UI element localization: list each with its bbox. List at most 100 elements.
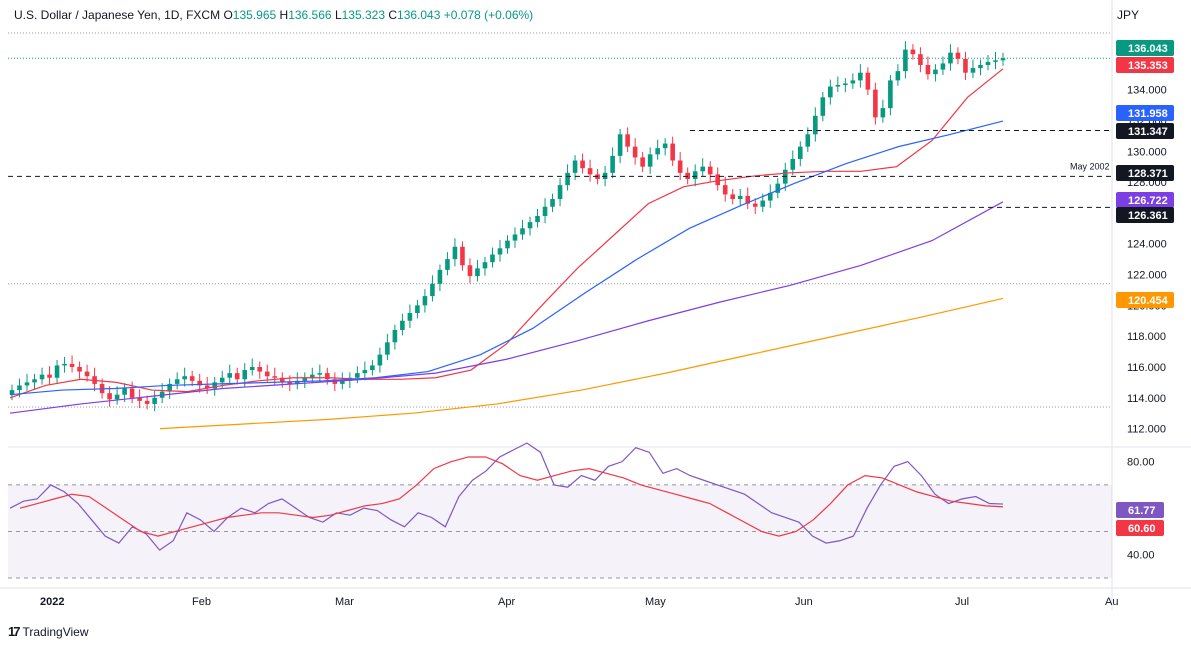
candle-body xyxy=(940,63,946,70)
candle-body xyxy=(617,134,623,156)
candle-body xyxy=(752,203,758,207)
time-tick-label: Feb xyxy=(192,596,211,608)
candle-body xyxy=(257,366,263,372)
high-label: H xyxy=(279,8,289,22)
candle-body xyxy=(32,379,37,383)
candle-body xyxy=(377,354,383,366)
tradingview-brand[interactable]: 17 TradingView xyxy=(8,624,89,639)
chart-header: U.S. Dollar / Japanese Yen, 1D, FXCM O13… xyxy=(14,8,533,22)
candle-body xyxy=(933,69,938,75)
candle-body xyxy=(925,64,931,75)
candle-body xyxy=(9,390,15,395)
candle-body xyxy=(122,388,127,395)
sma200-line xyxy=(159,297,1004,430)
candle-body xyxy=(1000,58,1006,61)
candle-body xyxy=(475,268,480,277)
candle-body xyxy=(797,146,803,159)
candle-body xyxy=(767,192,773,201)
candle-body xyxy=(790,158,796,170)
rsi-badge-label: 61.77 xyxy=(1128,505,1156,517)
low-label: L xyxy=(334,8,342,22)
open-value: 135.965 xyxy=(232,8,277,22)
candle-body xyxy=(850,80,856,84)
sma50-line xyxy=(9,120,1004,396)
rsi-line xyxy=(9,442,1004,551)
candle-body xyxy=(805,134,811,147)
price-badge xyxy=(1116,105,1174,121)
candle-body xyxy=(482,262,488,269)
price-badge xyxy=(1116,123,1174,139)
rsi-tick-label: 80.00 xyxy=(1127,457,1155,469)
candle-body xyxy=(249,366,255,371)
price-badge-label: 128.371 xyxy=(1128,168,1168,180)
candle-body xyxy=(385,342,390,355)
price-tick-label: 116.000 xyxy=(1127,362,1166,374)
candle-body xyxy=(242,370,248,380)
time-tick-label: Apr xyxy=(498,596,515,608)
rsi-badge-label: 60.60 xyxy=(1128,523,1156,535)
candle-body xyxy=(948,52,953,64)
candle-body xyxy=(813,115,818,135)
time-tick-label: Au xyxy=(1105,596,1118,608)
candle-body xyxy=(677,160,683,173)
high-value: 136.566 xyxy=(288,8,332,22)
candle-body xyxy=(294,380,300,384)
candle-body xyxy=(640,157,645,167)
sma20-line xyxy=(9,68,1004,399)
open-label: O xyxy=(223,8,233,22)
price-tick-label: 112.000 xyxy=(1127,424,1166,436)
price-badge-label: 131.347 xyxy=(1128,126,1168,138)
candle-body xyxy=(880,108,886,118)
candle-body xyxy=(580,160,585,169)
candle-body xyxy=(114,394,120,400)
candle-body xyxy=(490,254,495,263)
candle-body xyxy=(84,371,90,377)
candle-body xyxy=(993,60,998,62)
candle-body xyxy=(212,382,218,389)
candle-body xyxy=(182,376,187,380)
time-tick-label: Mar xyxy=(335,596,354,608)
candle-body xyxy=(189,376,195,381)
candle-body xyxy=(745,195,751,204)
candle-body xyxy=(340,380,345,384)
candle-body xyxy=(873,89,878,118)
candle-body xyxy=(467,265,473,277)
price-badge xyxy=(1116,40,1174,56)
candle-body xyxy=(520,228,525,235)
price-badge xyxy=(1116,292,1174,308)
candle-body xyxy=(587,168,593,175)
candle-body xyxy=(512,234,518,241)
candle-body xyxy=(62,363,67,366)
candle-body xyxy=(565,172,570,186)
candle-body xyxy=(955,52,961,59)
candle-body xyxy=(670,143,675,161)
candle-body xyxy=(24,382,30,386)
candle-body xyxy=(497,248,503,255)
candle-body xyxy=(903,49,908,72)
time-tick-label: Jul xyxy=(955,596,969,608)
candle-body xyxy=(407,313,413,321)
candle-body xyxy=(107,393,112,400)
rsi-badge xyxy=(1116,502,1164,518)
price-tick-label: 130.000 xyxy=(1127,146,1167,158)
price-tick-label: 124.000 xyxy=(1127,239,1167,251)
brand-name: TradingView xyxy=(22,624,89,639)
candle-body xyxy=(828,86,833,98)
level-annotation: May 2002 xyxy=(1070,161,1110,171)
candle-body xyxy=(963,58,968,73)
close-label: C xyxy=(388,8,398,22)
candle-body xyxy=(625,134,630,147)
candle-body xyxy=(535,215,540,223)
candle-body xyxy=(430,283,435,297)
candle-body xyxy=(820,97,826,116)
candle-body xyxy=(452,246,458,260)
candle-body xyxy=(707,166,713,175)
candle-body xyxy=(234,373,240,380)
time-tick-label: 2022 xyxy=(40,596,64,608)
candle-body xyxy=(287,382,293,384)
candle-body xyxy=(722,185,728,195)
price-tick-label: 114.000 xyxy=(1127,393,1166,405)
change-value: +0.078 (+0.06%) xyxy=(443,8,534,22)
price-badge-label: 126.361 xyxy=(1128,210,1168,222)
